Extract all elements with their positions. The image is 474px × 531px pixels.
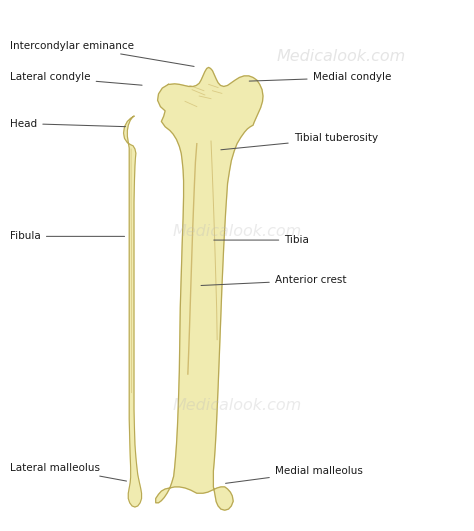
- Text: Anterior crest: Anterior crest: [201, 276, 346, 286]
- Polygon shape: [124, 116, 142, 507]
- Text: Medial malleolus: Medial malleolus: [226, 466, 363, 483]
- Text: Medicalook.com: Medicalook.com: [173, 224, 301, 238]
- Text: Medial condyle: Medial condyle: [249, 73, 391, 82]
- Text: Fibula: Fibula: [10, 232, 125, 242]
- Text: Intercondylar eminance: Intercondylar eminance: [10, 41, 194, 66]
- Text: Medicalook.com: Medicalook.com: [276, 49, 406, 64]
- Polygon shape: [156, 67, 263, 510]
- Text: Head: Head: [10, 118, 126, 129]
- Text: Lateral condyle: Lateral condyle: [10, 73, 142, 85]
- Text: Lateral malleolus: Lateral malleolus: [10, 463, 127, 481]
- Text: Tibia: Tibia: [214, 235, 309, 245]
- Text: Tibial tuberosity: Tibial tuberosity: [221, 133, 378, 150]
- Text: Medicalook.com: Medicalook.com: [173, 398, 301, 413]
